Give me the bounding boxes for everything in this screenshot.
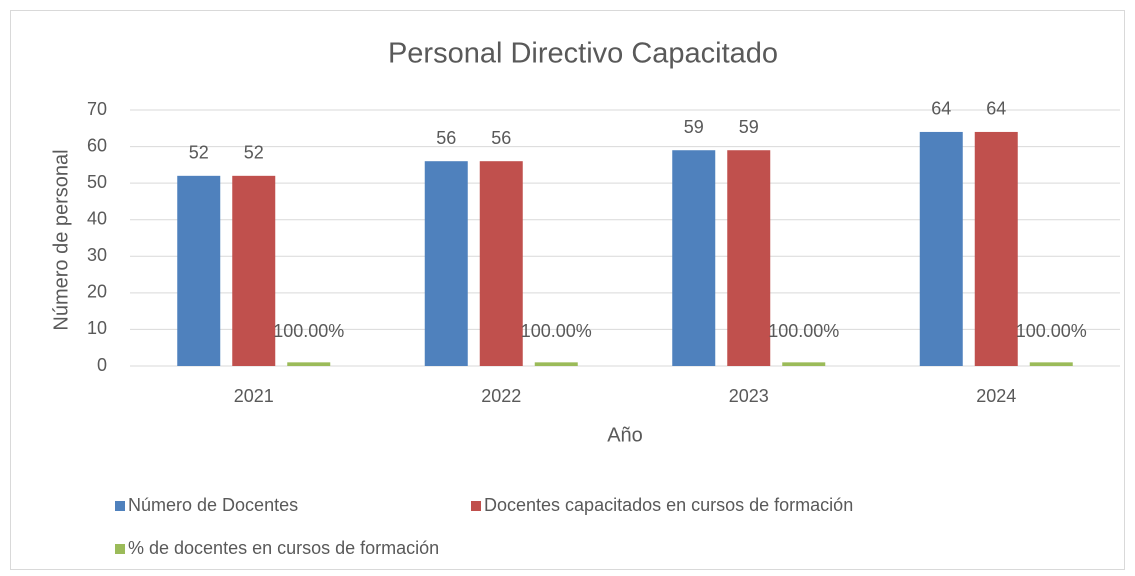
legend-swatch: [471, 501, 481, 511]
data-label: 52: [244, 143, 264, 163]
y-axis-title: Número de personal: [50, 149, 72, 330]
data-label: 59: [739, 117, 759, 137]
bar: [232, 175, 276, 366]
bar: [534, 362, 578, 366]
y-tick-label: 0: [97, 355, 107, 375]
data-label: 100.00%: [768, 321, 839, 341]
y-tick-label: 20: [87, 282, 107, 302]
data-label: 56: [436, 128, 456, 148]
x-axis-title: Año: [607, 424, 643, 446]
y-tick-label: 40: [87, 208, 107, 228]
y-tick-label: 60: [87, 135, 107, 155]
data-label: 59: [684, 117, 704, 137]
data-label: 64: [931, 99, 951, 119]
bar: [919, 131, 963, 366]
bar: [974, 131, 1018, 366]
y-tick-label: 70: [87, 99, 107, 119]
chart-title: Personal Directivo Capacitado: [388, 38, 778, 70]
data-label: 100.00%: [273, 321, 344, 341]
bar: [782, 362, 826, 366]
x-tick-label: 2024: [976, 386, 1016, 406]
bar: [424, 161, 468, 366]
bar: [287, 362, 331, 366]
data-label: 100.00%: [521, 321, 592, 341]
legend-label: Docentes capacitados en cursos de formac…: [484, 495, 853, 515]
data-label: 52: [189, 143, 209, 163]
data-label: 64: [986, 99, 1006, 119]
x-tick-label: 2021: [234, 386, 274, 406]
y-tick-label: 30: [87, 245, 107, 265]
bar: [177, 175, 221, 366]
legend-swatch: [115, 501, 125, 511]
legend-label: % de docentes en cursos de formación: [128, 538, 439, 558]
data-label: 56: [491, 128, 511, 148]
x-tick-label: 2023: [729, 386, 769, 406]
data-label: 100.00%: [1016, 321, 1087, 341]
y-tick-label: 50: [87, 172, 107, 192]
legend-swatch: [115, 544, 125, 554]
y-tick-label: 10: [87, 318, 107, 338]
bar: [672, 150, 716, 366]
bar: [479, 161, 523, 366]
bar: [727, 150, 771, 366]
x-tick-label: 2022: [481, 386, 521, 406]
legend-label: Número de Docentes: [128, 495, 298, 515]
bar: [1029, 362, 1073, 366]
